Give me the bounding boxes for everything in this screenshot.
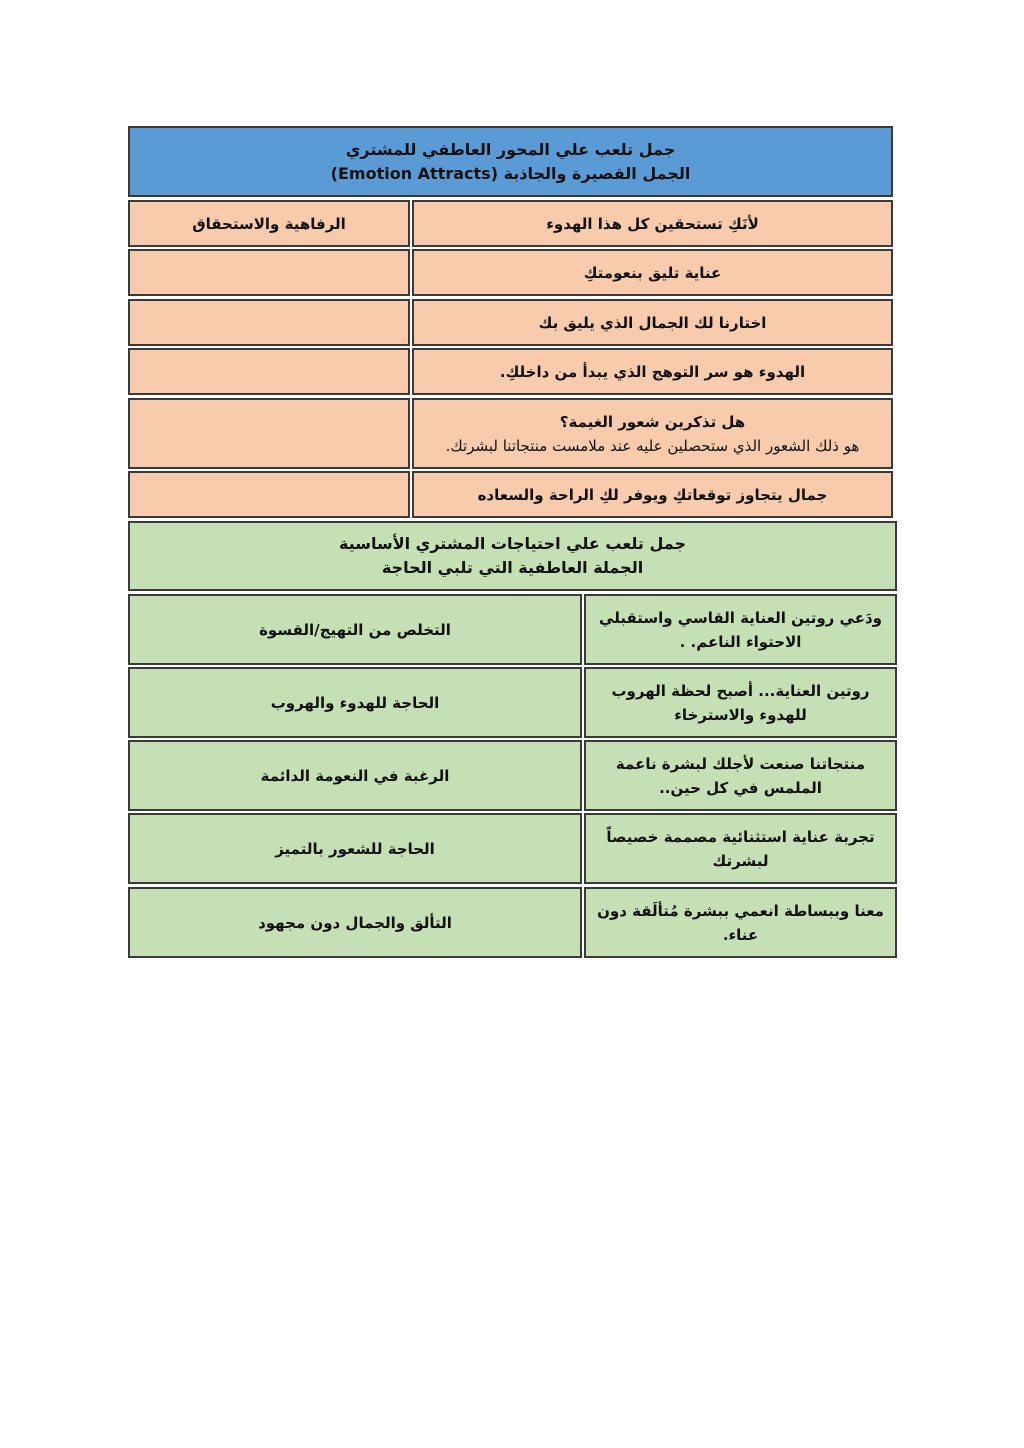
needs-phrase-line2: عناء. [722,925,759,944]
needs-need-cell: التألق والجمال دون مجهود [128,887,582,958]
needs-need: الرغبة في النعومة الدائمة [260,766,450,785]
needs-phrase-line2: للهدوء والاسترخاء [674,705,807,724]
emotion-phrase: هل تذكرين شعور الغيمة؟ [559,412,746,431]
needs-need-cell: التخلص من التهيج/القسوة [128,594,582,665]
needs-header-line1: جمل تلعب علي احتياجات المشتري الأساسية [339,534,687,553]
emotion-category: الرفاهية والاستحقاق [192,214,346,233]
needs-need: الحاجة للشعور بالتميز [275,839,435,858]
needs-phrase-cell: ودَعي روتين العناية القاسي واستقبلي الاح… [584,594,897,665]
emotion-category-cell [128,471,410,518]
emotion-category-cell [128,299,410,346]
emotion-phrase: جمال يتجاوز توقعاتكِ ويوفر لكِ الراحة وا… [477,485,828,504]
needs-phrase-line1: ودَعي روتين العناية القاسي واستقبلي [599,608,882,627]
needs-need-cell: الحاجة للشعور بالتميز [128,813,582,884]
needs-phrase-cell: معنا وببساطة انعمي ببشرة مُتألَقة دون عن… [584,887,897,958]
emotion-table-header: جمل تلعب علي المحور العاطفي للمشتري الجم… [128,126,893,197]
emotion-phrase-cell: جمال يتجاوز توقعاتكِ ويوفر لكِ الراحة وا… [412,471,893,518]
emotion-category-cell [128,348,410,395]
emotion-phrase-line2: هو ذلك الشعور الذي ستحصلين عليه عند ملام… [445,436,860,455]
emotion-phrase: عناية تليق بنعومتكِ [583,263,722,282]
emotion-header-line1: جمل تلعب علي المحور العاطفي للمشتري [345,139,676,159]
needs-table-header: جمل تلعب علي احتياجات المشتري الأساسية ا… [128,521,897,591]
emotion-header-line2: الجمل القصيرة والجاذبة (Emotion Attracts… [330,163,691,183]
needs-phrase-cell: منتجاتنا صنعت لأجلك لبشرة ناعمة الملمس ف… [584,740,897,811]
emotion-category-cell [128,249,410,296]
needs-need-cell: الرغبة في النعومة الدائمة [128,740,582,811]
emotion-category-cell: الرفاهية والاستحقاق [128,200,410,247]
needs-phrase-line2: الملمس في كل حين.. [659,778,822,797]
needs-need: التخلص من التهيج/القسوة [259,620,451,639]
needs-header-line2: الجملة العاطفية التي تلبي الحاجة [381,558,644,577]
needs-phrase-line2: الاحتواء الناعم. . [679,632,802,651]
needs-phrase-line1: معنا وببساطة انعمي ببشرة مُتألَقة دون [597,901,884,920]
emotion-phrase-cell: هل تذكرين شعور الغيمة؟ هو ذلك الشعور الذ… [412,398,893,469]
needs-phrase-line2: لبشرتك [712,851,769,870]
needs-need-cell: الحاجة للهدوء والهروب [128,667,582,738]
emotion-phrase-cell: الهدوء هو سر التوهج الذي يبدأ من داخلكِ. [412,348,893,395]
needs-need: التألق والجمال دون مجهود [258,913,452,932]
emotion-phrase: اختارنا لك الجمال الذي يليق بك [538,313,767,332]
needs-phrase-line1: تجربة عناية استثنائية مصممة خصيصاً [606,827,875,846]
emotion-phrase: لأنَكِ تستحقين كل هذا الهدوء [546,214,759,233]
needs-need: الحاجة للهدوء والهروب [270,693,440,712]
emotion-phrase-cell: لأنَكِ تستحقين كل هذا الهدوء [412,200,893,247]
emotion-phrase-cell: اختارنا لك الجمال الذي يليق بك [412,299,893,346]
emotion-category-cell [128,398,410,469]
needs-phrase-cell: روتين العناية... أصبح لحظة الهروب للهدوء… [584,667,897,738]
emotion-phrase: الهدوء هو سر التوهج الذي يبدأ من داخلكِ. [499,362,806,381]
emotion-phrase-cell: عناية تليق بنعومتكِ [412,249,893,296]
needs-phrase-cell: تجربة عناية استثنائية مصممة خصيصاً لبشرت… [584,813,897,884]
needs-phrase-line1: روتين العناية... أصبح لحظة الهروب [611,681,870,700]
needs-phrase-line1: منتجاتنا صنعت لأجلك لبشرة ناعمة [615,754,866,773]
